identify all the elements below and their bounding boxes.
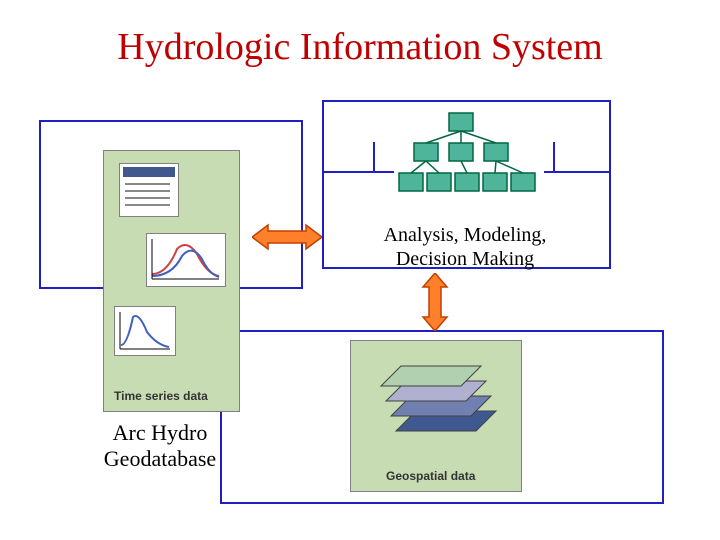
arrow-vertical-icon [420, 273, 450, 331]
chart2-icon [114, 306, 176, 356]
layers-icon [351, 346, 521, 466]
chart1-icon [146, 233, 226, 287]
timeseries-panel: Time series data [103, 150, 240, 412]
archydro-label: Arc Hydro Geodatabase [85, 420, 235, 473]
geospatial-panel: Geospatial data [350, 340, 522, 492]
analysis-label: Analysis, Modeling, Decision Making [345, 223, 585, 271]
timeseries-caption: Time series data [114, 389, 208, 403]
geospatial-caption: Geospatial data [386, 469, 475, 483]
page-title: Hydrologic Information System [0, 25, 720, 69]
arrow-horizontal-icon [252, 222, 322, 252]
tree-diagram [394, 108, 544, 203]
table-icon [119, 163, 179, 217]
